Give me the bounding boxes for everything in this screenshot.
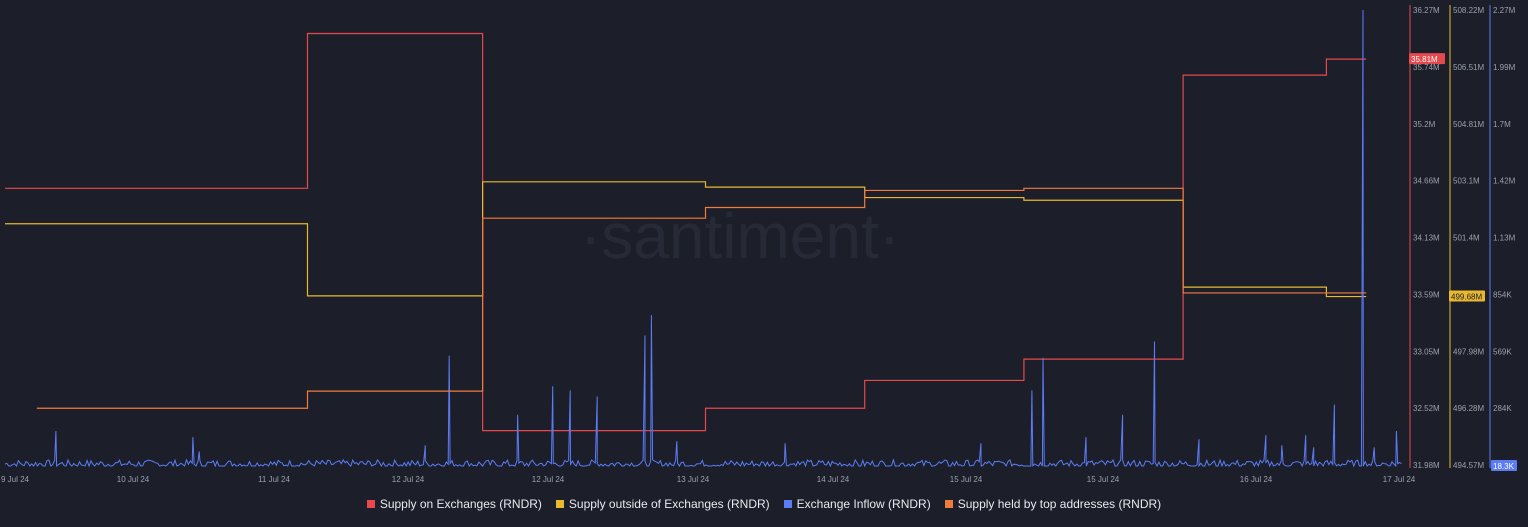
x-tick-label: 12 Jul 24 [392,475,425,484]
series-line [5,32,1367,432]
y-tick-label: 508.22M [1453,6,1484,15]
y-tick-label: 284K [1493,404,1512,413]
series-line [4,9,1402,468]
y-tick-label: 33.59M [1413,290,1440,299]
x-tick-label: 13 Jul 24 [677,475,710,484]
y-tick-label: 31.98M [1413,461,1440,470]
y-tick-label: 1.7M [1493,120,1511,129]
y-tick-label: 35.74M [1413,63,1440,72]
x-tick-label: 12 Jul 24 [532,475,565,484]
x-tick-label: 9 Jul 24 [1,475,30,484]
value-badge [1491,460,1517,471]
legend-item[interactable]: Supply held by top addresses (RNDR) [944,497,1162,511]
y-tick-label: 33.05M [1413,347,1440,356]
y-tick-label: 36.27M [1413,6,1440,15]
legend-swatch [366,500,375,508]
x-tick-label: 17 Jul 24 [1383,475,1416,484]
y-tick-label: 1.99M [1493,63,1516,72]
y-tick-label: 501.4M [1453,234,1480,243]
value-badge-label: 499.68M [1451,293,1482,302]
legend-label: Supply held by top addresses (RNDR) [957,497,1162,511]
legend-item[interactable]: Exchange Inflow (RNDR) [783,497,931,511]
chart-svg: ·santiment· 36.27M 35.74M 35.2M 34.66M 34.13M… [1,5,1517,484]
y-tick-label: 503.1M [1453,177,1480,186]
legend-swatch [783,500,792,508]
x-tick-label: 15 Jul 24 [1087,475,1120,484]
y-tick-label: 504.81M [1453,120,1484,129]
y-tick-label: 854K [1493,290,1512,299]
x-tick-label: 15 Jul 24 [950,475,983,484]
y-tick-label: 34.66M [1413,177,1440,186]
y-tick-label: 35.2M [1413,120,1436,129]
legend-swatch [555,500,564,508]
y-tick-label: 494.57M [1453,461,1484,470]
value-badge-label: 18.3K [1493,462,1515,471]
legend-swatch [944,500,953,508]
y-tick-label: 496.28M [1453,404,1484,413]
x-tick-label: 14 Jul 24 [817,475,850,484]
y-tick-label: 506.51M [1453,63,1484,72]
legend-label: Supply outside of Exchanges (RNDR) [568,497,770,511]
series-line [36,187,1367,409]
y-tick-label: 34.13M [1413,234,1440,243]
value-badge [1449,290,1485,302]
y-tick-label: 2.27M [1493,6,1516,15]
legend-label: Supply on Exchanges (RNDR) [379,497,542,511]
y-tick-label: 1.42M [1493,177,1516,186]
watermark: ·santiment· [580,200,900,272]
value-badge [1409,53,1445,65]
x-tick-label: 11 Jul 24 [258,475,290,484]
y-tick-label: 1.13M [1493,234,1516,243]
legend-item[interactable]: Supply on Exchanges (RNDR) [366,497,542,511]
y-tick-label: 569K [1493,347,1512,356]
legend: Supply on Exchanges (RNDR) Supply outside… [0,497,1528,511]
x-tick-label: 16 Jul 24 [1240,475,1273,484]
value-badge-label: 35.81M [1411,55,1438,64]
legend-label: Exchange Inflow (RNDR) [796,497,931,511]
y-tick-label: 497.98M [1453,347,1484,356]
legend-item[interactable]: Supply outside of Exchanges (RNDR) [555,497,770,511]
y-tick-label: 32.52M [1413,404,1440,413]
x-tick-label: 10 Jul 24 [117,475,150,484]
